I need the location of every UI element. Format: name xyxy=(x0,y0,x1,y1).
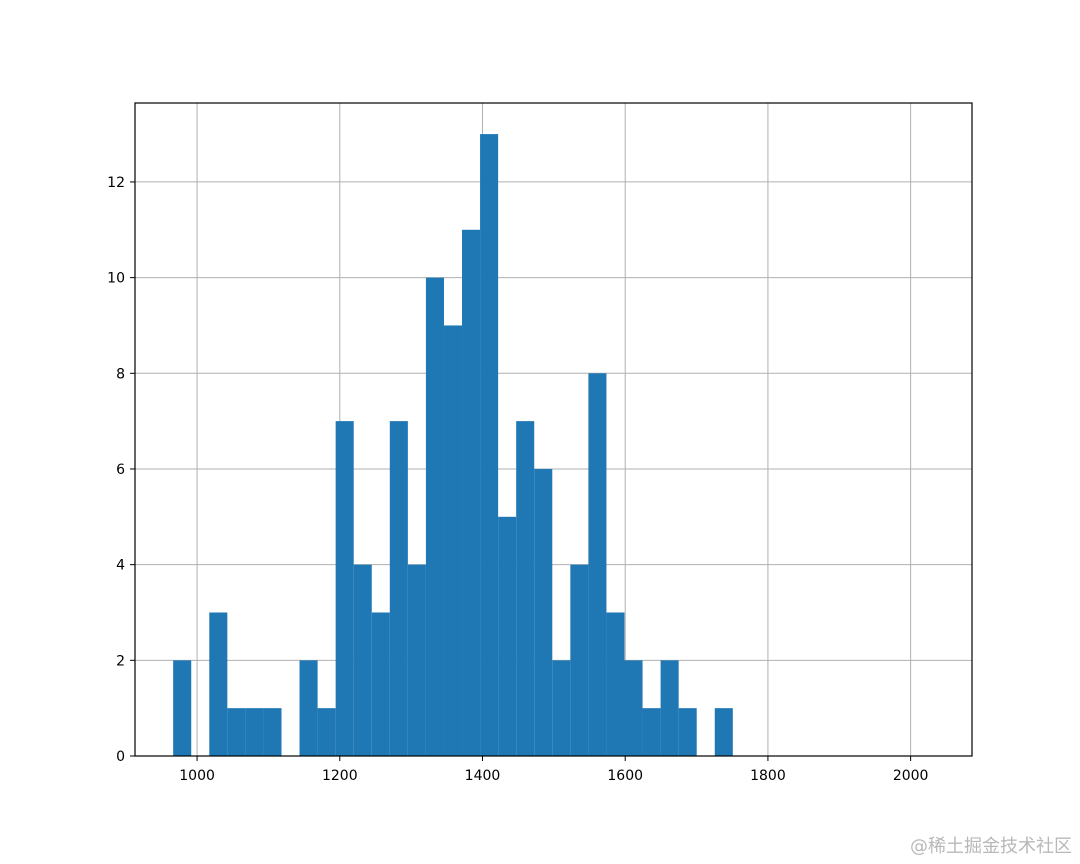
histogram-bar xyxy=(317,708,336,756)
histogram-bar xyxy=(263,708,282,756)
histogram-bar xyxy=(443,325,463,756)
y-axis-ticks: 0 2 4 6 8 10 12 xyxy=(107,175,135,765)
x-tick-label: 1400 xyxy=(465,768,501,784)
histogram-bar xyxy=(462,229,481,756)
y-tick-label: 2 xyxy=(116,653,125,669)
x-tick-label: 2000 xyxy=(893,768,929,784)
y-tick-label: 10 xyxy=(107,271,125,287)
histogram-bar xyxy=(588,373,607,756)
x-tick-label: 1000 xyxy=(179,768,215,784)
histogram-bar xyxy=(209,612,228,756)
histogram-bar xyxy=(173,660,192,756)
histogram-bars xyxy=(173,134,733,757)
histogram-bar xyxy=(516,421,535,756)
histogram-bar xyxy=(606,612,625,756)
histogram-bar xyxy=(534,468,553,756)
y-tick-label: 0 xyxy=(116,749,125,765)
histogram-bar xyxy=(353,564,372,756)
histogram-bar xyxy=(678,708,697,756)
histogram-bar xyxy=(371,612,390,756)
histogram-bar xyxy=(299,660,318,756)
histogram-bar xyxy=(480,134,499,757)
histogram-bar xyxy=(642,708,661,756)
histogram-bar xyxy=(570,564,589,756)
histogram-bar xyxy=(335,421,354,756)
watermark: @稀土掘金技术社区 xyxy=(910,836,1072,857)
histogram-bar xyxy=(227,708,246,756)
histogram-bar xyxy=(714,708,733,756)
x-axis-ticks: 1000 1200 1400 1600 1800 2000 xyxy=(179,756,928,784)
histogram-bar xyxy=(425,277,444,756)
x-tick-label: 1200 xyxy=(322,768,358,784)
x-tick-label: 1800 xyxy=(750,768,786,784)
plot-frame xyxy=(134,102,973,757)
x-gridlines xyxy=(196,103,912,756)
histogram-bar xyxy=(498,516,517,756)
x-tick-label: 1600 xyxy=(607,768,643,784)
histogram-bar xyxy=(660,660,679,756)
y-tick-label: 12 xyxy=(107,175,125,191)
histogram-bar xyxy=(624,660,643,756)
histogram-bar xyxy=(245,708,264,756)
histogram-bar xyxy=(407,564,426,756)
histogram-bar xyxy=(389,421,408,756)
y-tick-label: 4 xyxy=(116,558,125,574)
y-tick-label: 8 xyxy=(116,366,125,382)
histogram-bar xyxy=(552,660,571,756)
y-tick-label: 6 xyxy=(116,462,125,478)
